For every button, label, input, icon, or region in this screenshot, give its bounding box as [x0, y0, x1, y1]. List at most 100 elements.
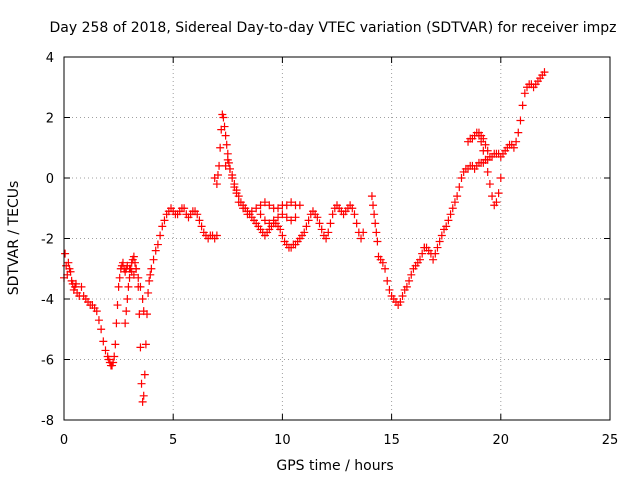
data-point [158, 222, 167, 231]
data-point [111, 340, 120, 349]
data-point [225, 164, 234, 173]
data-point [398, 291, 407, 300]
x-tick-label: 5 [169, 433, 177, 448]
data-point [138, 295, 147, 303]
data-point [132, 264, 141, 273]
data-point [442, 222, 451, 231]
data-series [60, 204, 221, 406]
data-point [247, 207, 256, 216]
data-point [144, 288, 153, 297]
data-point [287, 198, 296, 207]
data-point [328, 210, 337, 219]
data-point [405, 276, 414, 285]
data-point [213, 170, 222, 179]
y-tick-label: 2 [46, 112, 54, 127]
data-point [370, 210, 379, 219]
data-point [110, 352, 119, 361]
data-point [415, 255, 424, 264]
data-point [193, 210, 202, 219]
data-point [64, 258, 73, 267]
data-point [212, 180, 221, 189]
y-tick-label: -6 [41, 354, 54, 369]
data-point [66, 267, 75, 276]
y-tick-label: -8 [41, 414, 54, 429]
data-point [101, 346, 110, 355]
data-point [496, 174, 505, 182]
data-point [372, 228, 381, 237]
data-point [125, 273, 134, 282]
data-point [457, 174, 466, 182]
data-point [433, 243, 442, 252]
data-point [352, 219, 361, 228]
data-point [481, 140, 490, 149]
data-point [446, 210, 455, 219]
data-point [265, 201, 274, 210]
data-point [234, 198, 243, 207]
data-point [276, 225, 285, 234]
data-point [149, 255, 158, 264]
data-point [300, 228, 309, 237]
data-point [243, 210, 252, 219]
y-tick-label: 4 [46, 51, 54, 66]
data-point [540, 68, 549, 77]
data-point [212, 231, 221, 240]
data-point [123, 295, 132, 303]
data-point [444, 216, 453, 225]
data-point [357, 234, 366, 243]
data-point [437, 231, 446, 240]
data-point [153, 240, 162, 249]
data-point [115, 273, 124, 282]
data-point [130, 258, 139, 267]
data-series [210, 110, 368, 252]
x-axis-label: GPS time / hours [276, 458, 393, 474]
data-point [230, 183, 239, 192]
y-tick-label: -4 [41, 293, 54, 308]
data-point [367, 192, 376, 201]
data-point [151, 246, 160, 255]
x-tick-label: 20 [493, 433, 510, 448]
data-point [139, 391, 148, 400]
data-series [474, 128, 492, 155]
data-point [216, 143, 225, 152]
data-point [222, 140, 231, 149]
data-series [367, 192, 429, 310]
data-point [402, 282, 411, 291]
data-point [494, 189, 503, 198]
data-point [448, 204, 457, 213]
data-point [304, 216, 313, 225]
data-point [138, 397, 147, 406]
data-point [94, 316, 103, 325]
data-point [121, 319, 130, 328]
data-point [431, 249, 440, 258]
data-point [317, 225, 326, 234]
data-point [371, 219, 380, 228]
data-point [195, 216, 204, 225]
data-point [134, 273, 143, 282]
data-point [136, 343, 145, 352]
data-point [315, 219, 324, 228]
data-point [239, 204, 248, 213]
data-point [287, 216, 296, 225]
data-point [135, 310, 144, 319]
data-point [92, 307, 101, 316]
data-point [156, 231, 165, 240]
x-tick-label: 10 [274, 433, 291, 448]
data-series [256, 210, 300, 228]
data-point [274, 204, 283, 213]
data-point [61, 249, 70, 258]
data-point [514, 128, 523, 137]
data-point [118, 258, 127, 267]
data-point [455, 183, 464, 192]
data-point [145, 276, 154, 285]
data-point [520, 89, 529, 98]
data-point [109, 358, 118, 367]
data-point [485, 180, 494, 189]
data-point [219, 113, 228, 122]
data-point [265, 219, 274, 228]
data-point [139, 307, 148, 316]
data-point [252, 204, 261, 213]
data-point [418, 249, 427, 258]
data-series [420, 68, 549, 264]
data-point [453, 192, 462, 201]
data-points [60, 68, 549, 406]
